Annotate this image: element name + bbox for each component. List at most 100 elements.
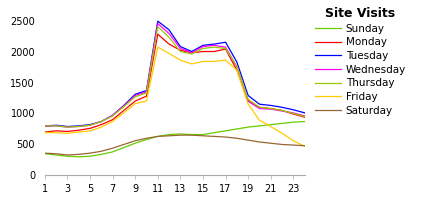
- Monday: [291, 113, 296, 115]
- Saturday: [121, 143, 127, 146]
- Tuesday: [211, 43, 217, 45]
- Tuesday: [53, 124, 59, 126]
- Thursday: [87, 124, 93, 126]
- Sunday: [291, 121, 296, 123]
- Tuesday: [178, 45, 183, 48]
- Friday: [280, 132, 285, 134]
- Friday: [211, 60, 217, 63]
- Wednesday: [178, 47, 183, 50]
- Line: Sunday: Sunday: [45, 122, 305, 157]
- Tuesday: [144, 89, 149, 92]
- Wednesday: [302, 115, 307, 117]
- Monday: [189, 52, 194, 54]
- Tuesday: [246, 94, 251, 97]
- Friday: [302, 145, 307, 147]
- Sunday: [155, 135, 160, 138]
- Wednesday: [234, 66, 240, 68]
- Sunday: [200, 133, 206, 136]
- Tuesday: [99, 120, 104, 123]
- Tuesday: [200, 44, 206, 47]
- Monday: [42, 131, 47, 133]
- Saturday: [166, 135, 172, 137]
- Sunday: [133, 142, 138, 144]
- Tuesday: [257, 103, 262, 105]
- Tuesday: [65, 125, 70, 128]
- Wednesday: [65, 126, 70, 128]
- Monday: [178, 49, 183, 52]
- Monday: [200, 50, 206, 53]
- Wednesday: [42, 125, 47, 128]
- Line: Saturday: Saturday: [45, 135, 305, 155]
- Tuesday: [268, 104, 273, 107]
- Saturday: [234, 137, 240, 140]
- Friday: [291, 140, 296, 142]
- Friday: [53, 131, 59, 134]
- Tuesday: [166, 29, 172, 31]
- Monday: [76, 129, 82, 131]
- Tuesday: [223, 41, 228, 43]
- Saturday: [110, 147, 115, 149]
- Wednesday: [189, 52, 194, 54]
- Thursday: [76, 125, 82, 128]
- Thursday: [211, 46, 217, 48]
- Wednesday: [280, 110, 285, 112]
- Monday: [257, 106, 262, 109]
- Tuesday: [291, 109, 296, 111]
- Wednesday: [291, 112, 296, 114]
- Tuesday: [121, 104, 127, 107]
- Friday: [110, 120, 115, 123]
- Saturday: [144, 137, 149, 140]
- Thursday: [246, 98, 251, 100]
- Wednesday: [99, 120, 104, 123]
- Monday: [99, 123, 104, 126]
- Line: Friday: Friday: [45, 47, 305, 146]
- Thursday: [257, 106, 262, 109]
- Friday: [133, 102, 138, 105]
- Line: Thursday: Thursday: [45, 27, 305, 127]
- Sunday: [110, 151, 115, 153]
- Friday: [200, 60, 206, 63]
- Friday: [42, 131, 47, 134]
- Monday: [280, 109, 285, 112]
- Tuesday: [234, 61, 240, 63]
- Saturday: [189, 134, 194, 136]
- Monday: [144, 95, 149, 97]
- Thursday: [110, 115, 115, 117]
- Line: Wednesday: Wednesday: [45, 24, 305, 127]
- Saturday: [42, 152, 47, 154]
- Sunday: [234, 128, 240, 130]
- Wednesday: [87, 124, 93, 126]
- Sunday: [144, 138, 149, 141]
- Monday: [246, 100, 251, 102]
- Saturday: [133, 140, 138, 142]
- Sunday: [121, 146, 127, 149]
- Tuesday: [155, 20, 160, 22]
- Friday: [121, 112, 127, 114]
- Saturday: [280, 143, 285, 146]
- Wednesday: [211, 44, 217, 47]
- Thursday: [155, 26, 160, 28]
- Monday: [223, 48, 228, 50]
- Thursday: [42, 125, 47, 127]
- Friday: [65, 132, 70, 134]
- Sunday: [178, 133, 183, 135]
- Friday: [223, 59, 228, 61]
- Monday: [268, 107, 273, 110]
- Tuesday: [42, 125, 47, 127]
- Saturday: [302, 144, 307, 147]
- Wednesday: [268, 108, 273, 110]
- Saturday: [200, 135, 206, 137]
- Thursday: [166, 36, 172, 39]
- Friday: [99, 126, 104, 128]
- Monday: [234, 69, 240, 71]
- Tuesday: [280, 106, 285, 109]
- Thursday: [53, 125, 59, 127]
- Line: Monday: Monday: [45, 34, 305, 132]
- Thursday: [200, 47, 206, 50]
- Saturday: [257, 141, 262, 143]
- Wednesday: [76, 125, 82, 128]
- Sunday: [280, 122, 285, 125]
- Wednesday: [200, 45, 206, 48]
- Saturday: [65, 154, 70, 156]
- Sunday: [166, 133, 172, 136]
